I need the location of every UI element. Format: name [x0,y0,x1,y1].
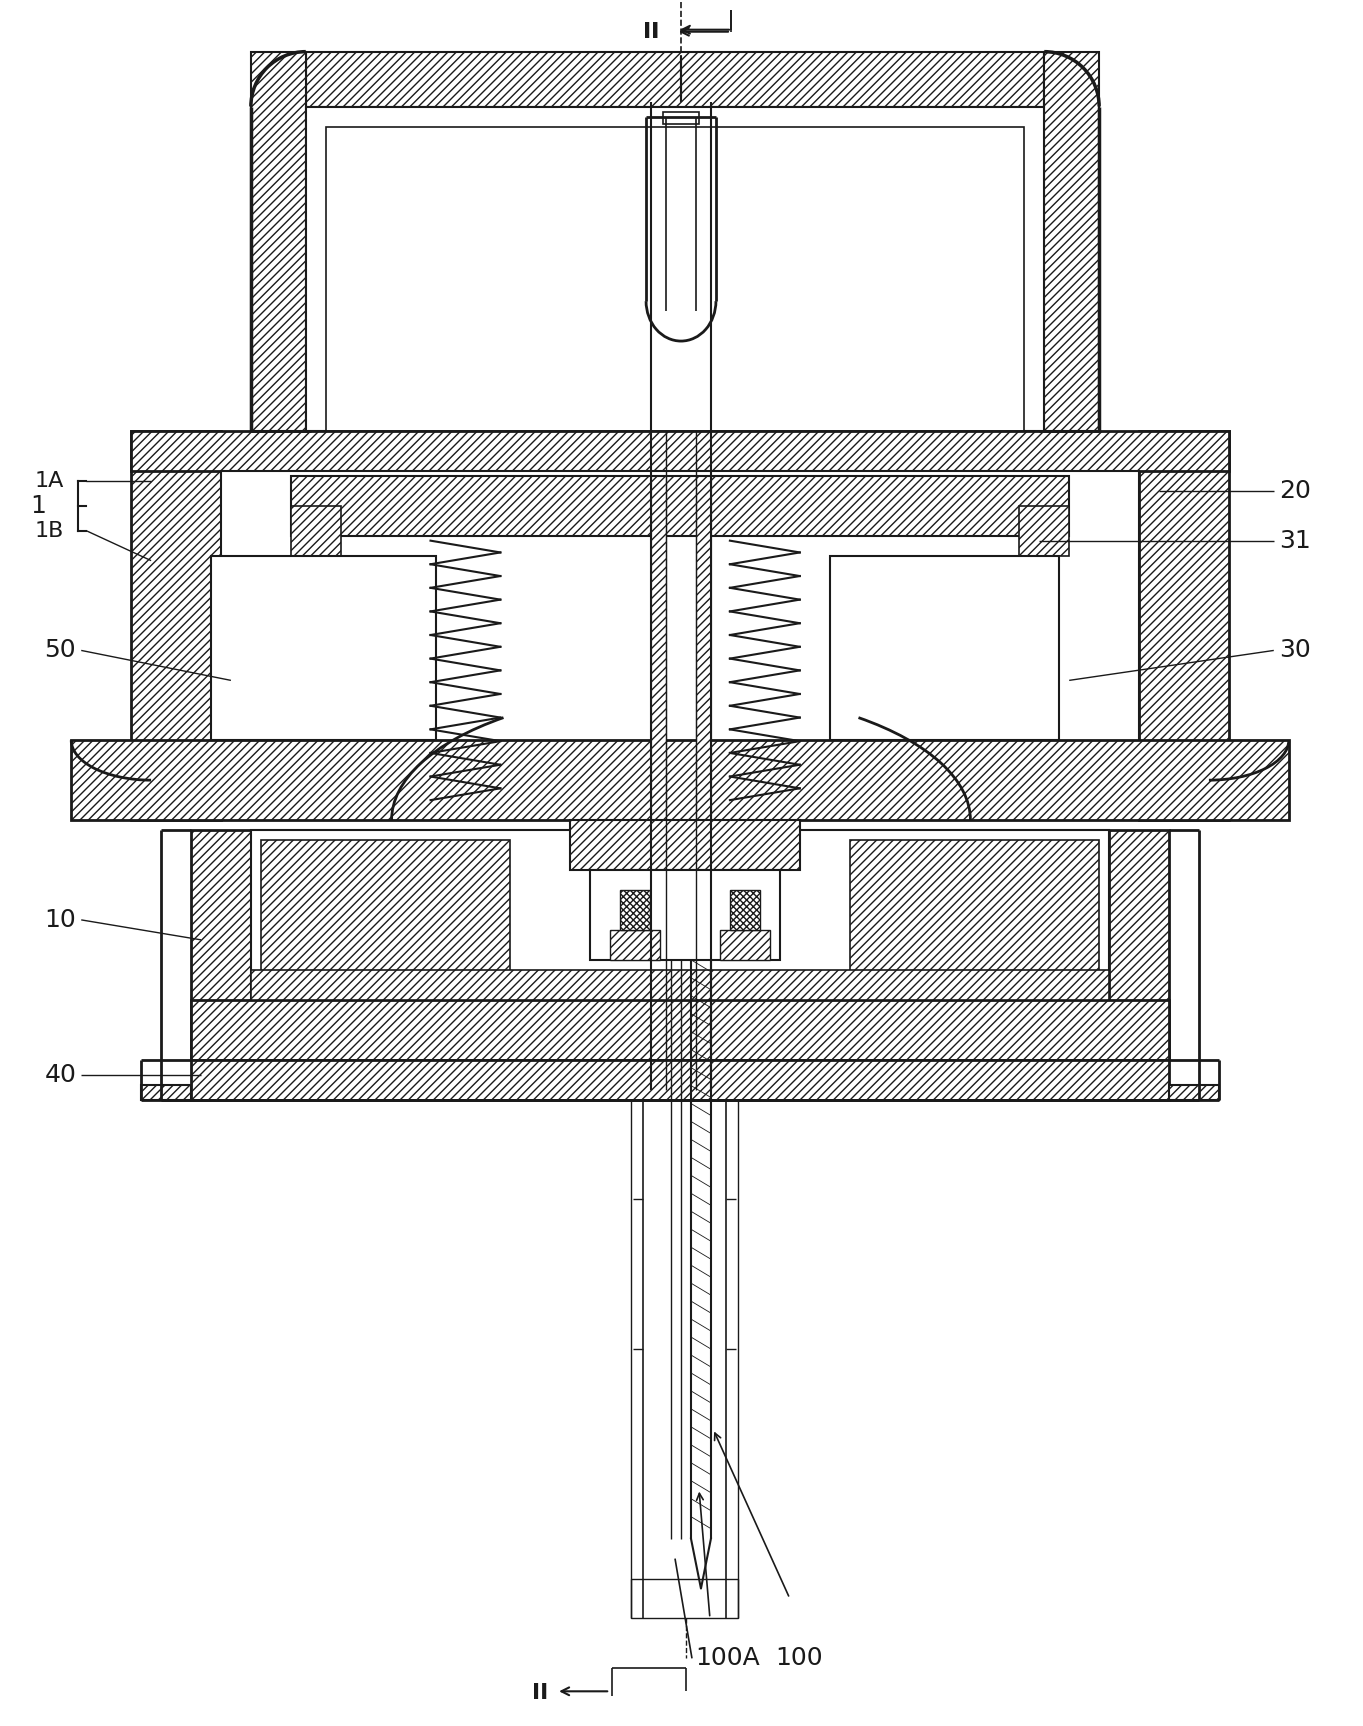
Text: 1B: 1B [35,521,64,540]
Bar [326,126,1025,432]
Bar [620,891,650,930]
Bar [1020,506,1069,556]
Bar [131,432,1229,471]
Text: 50: 50 [45,639,76,663]
Bar [652,476,667,875]
Text: 30: 30 [1278,639,1311,663]
Bar [191,999,1169,1060]
Text: II: II [532,1683,548,1704]
Bar [251,830,1109,999]
Bar [251,970,1109,999]
Bar [142,1084,191,1099]
Bar [191,830,251,1060]
Text: 1: 1 [30,494,46,518]
Bar [1109,830,1169,1060]
Text: II: II [643,22,660,41]
Bar [221,471,1139,820]
Bar [260,841,510,989]
Bar [696,476,711,875]
Bar [131,432,221,820]
Text: 10: 10 [45,908,76,932]
Text: 1A: 1A [35,471,64,490]
Bar [720,930,770,960]
Bar [1169,1084,1219,1099]
Bar [290,476,1069,535]
Text: 100A: 100A [695,1647,759,1671]
Bar [1044,52,1099,432]
Text: 31: 31 [1278,528,1311,552]
Bar [1139,432,1229,820]
Bar [290,506,341,556]
Bar [830,556,1059,740]
Bar [251,52,305,432]
Bar [211,556,436,740]
Bar [611,930,660,960]
Bar [662,112,699,124]
Bar [570,820,800,870]
Bar [305,52,1044,107]
Bar [71,740,1289,820]
Bar [191,1060,1169,1099]
Bar [305,107,1044,432]
Text: 40: 40 [45,1063,76,1087]
Bar [731,891,759,930]
Bar [849,841,1099,989]
Bar [631,1579,737,1619]
Bar [590,870,780,960]
Text: 100: 100 [774,1647,822,1671]
Text: 20: 20 [1278,478,1311,502]
Text: II: II [643,22,660,41]
